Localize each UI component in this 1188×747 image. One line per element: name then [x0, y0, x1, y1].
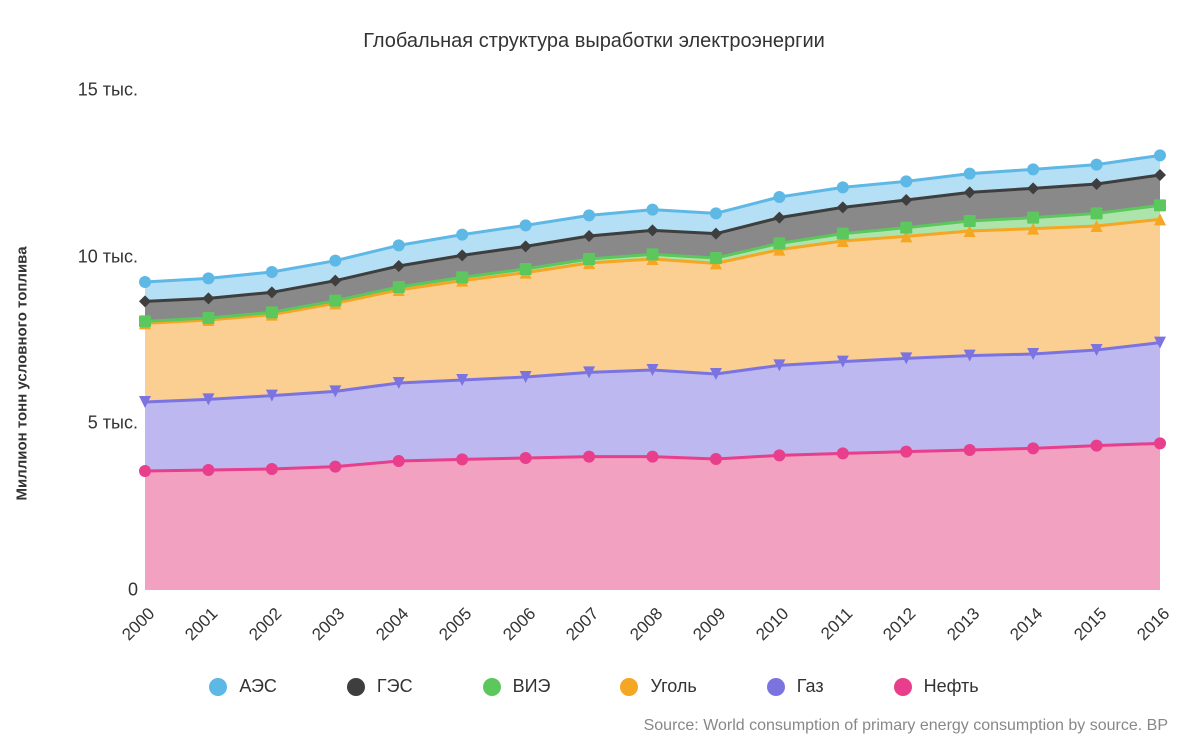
marker-oil: [1027, 442, 1039, 454]
legend-swatch-hydro: [347, 678, 365, 696]
marker-renew: [647, 248, 659, 260]
marker-oil: [520, 452, 532, 464]
marker-oil: [202, 464, 214, 476]
legend-item-hydro[interactable]: ГЭС: [347, 676, 413, 697]
marker-nuclear: [1091, 159, 1103, 171]
legend-item-gas[interactable]: Газ: [767, 676, 824, 697]
marker-nuclear: [710, 207, 722, 219]
marker-oil: [900, 446, 912, 458]
marker-oil: [266, 463, 278, 475]
marker-renew: [1154, 199, 1166, 211]
marker-renew: [520, 263, 532, 275]
marker-nuclear: [1154, 149, 1166, 161]
marker-nuclear: [520, 219, 532, 231]
marker-oil: [139, 465, 151, 477]
marker-oil: [393, 455, 405, 467]
marker-renew: [964, 215, 976, 227]
marker-renew: [456, 271, 468, 283]
marker-nuclear: [266, 266, 278, 278]
marker-renew: [139, 315, 151, 327]
marker-nuclear: [900, 175, 912, 187]
marker-oil: [329, 461, 341, 473]
marker-oil: [1091, 440, 1103, 452]
source-text: Source: World consumption of primary ene…: [644, 717, 1168, 735]
marker-nuclear: [773, 191, 785, 203]
marker-renew: [1091, 207, 1103, 219]
legend-item-renew[interactable]: ВИЭ: [483, 676, 551, 697]
legend-label-hydro: ГЭС: [377, 676, 413, 697]
legend-item-coal[interactable]: Уголь: [620, 676, 696, 697]
legend-label-gas: Газ: [797, 676, 824, 697]
marker-oil: [647, 451, 659, 463]
marker-nuclear: [647, 204, 659, 216]
marker-oil: [710, 453, 722, 465]
legend-label-oil: Нефть: [924, 676, 979, 697]
marker-renew: [773, 237, 785, 249]
marker-oil: [1154, 437, 1166, 449]
legend-swatch-gas: [767, 678, 785, 696]
legend-item-nuclear[interactable]: АЭС: [209, 676, 277, 697]
marker-renew: [710, 252, 722, 264]
marker-renew: [393, 281, 405, 293]
marker-oil: [456, 453, 468, 465]
marker-renew: [202, 312, 214, 324]
legend-swatch-nuclear: [209, 678, 227, 696]
legend-label-nuclear: АЭС: [239, 676, 277, 697]
marker-oil: [583, 451, 595, 463]
marker-renew: [266, 306, 278, 318]
legend-swatch-oil: [894, 678, 912, 696]
marker-renew: [900, 222, 912, 234]
legend-swatch-coal: [620, 678, 638, 696]
marker-renew: [837, 228, 849, 240]
marker-renew: [329, 295, 341, 307]
legend-label-coal: Уголь: [650, 676, 696, 697]
marker-nuclear: [583, 209, 595, 221]
marker-nuclear: [964, 168, 976, 180]
marker-oil: [773, 449, 785, 461]
marker-nuclear: [393, 239, 405, 251]
marker-nuclear: [837, 181, 849, 193]
marker-oil: [964, 444, 976, 456]
marker-nuclear: [202, 272, 214, 284]
marker-renew: [583, 253, 595, 265]
marker-nuclear: [456, 229, 468, 241]
legend-item-oil[interactable]: Нефть: [894, 676, 979, 697]
marker-oil: [837, 447, 849, 459]
marker-nuclear: [329, 255, 341, 267]
stacked-area-chart: [0, 0, 1188, 747]
legend-swatch-renew: [483, 678, 501, 696]
legend: АЭС ГЭС ВИЭ Уголь Газ Нефть: [0, 676, 1188, 697]
marker-nuclear: [1027, 163, 1039, 175]
legend-label-renew: ВИЭ: [513, 676, 551, 697]
marker-nuclear: [139, 276, 151, 288]
marker-renew: [1027, 212, 1039, 224]
